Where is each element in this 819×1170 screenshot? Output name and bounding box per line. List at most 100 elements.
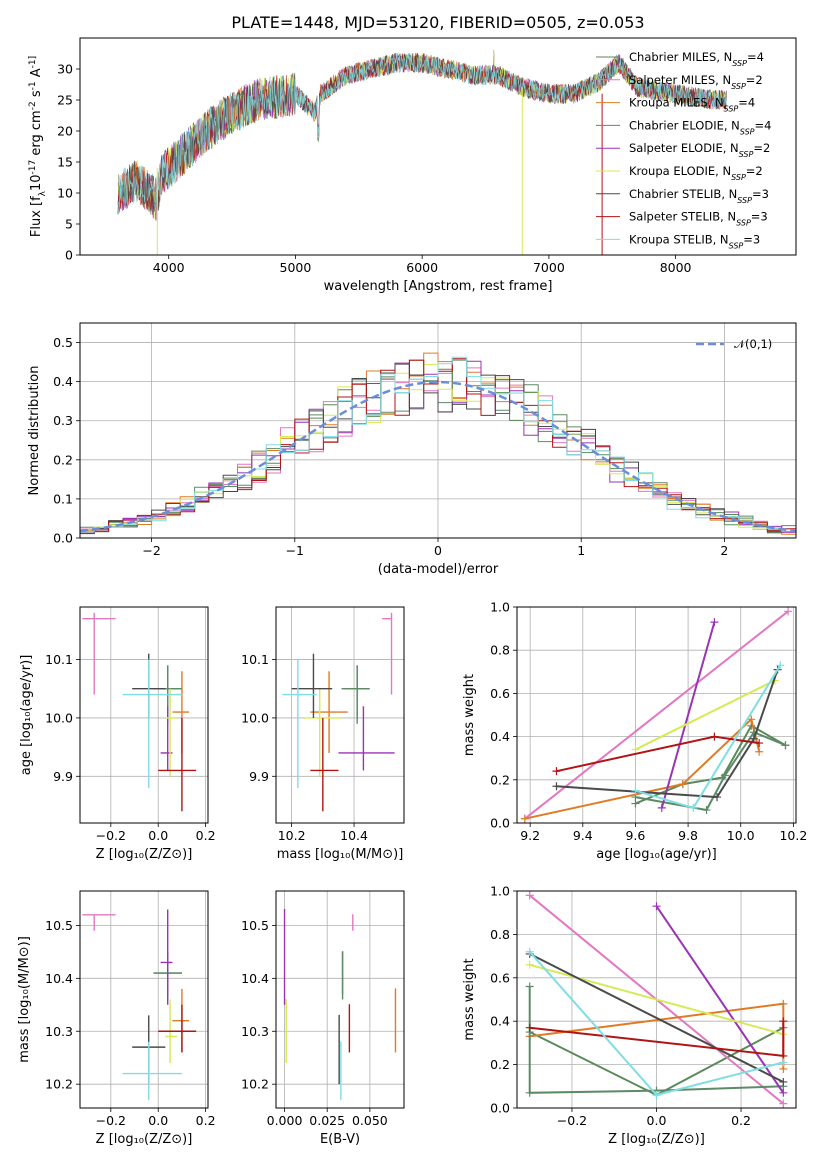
axes-frame (79, 37, 797, 256)
panel-spectrum: 4000 5000 6000 7000 8000 0 5 10 15 20 25 30 waveleng… (28, 37, 797, 294)
x-axis-label: wavelength [Angstrom, rest frame] (324, 279, 553, 294)
legend-label: Kroupa STELIB, NSSP=3 (629, 232, 760, 250)
weight-marker (755, 747, 764, 756)
x-axis-label: Z [log₁₀(Z/Z⊙)] (608, 1132, 705, 1147)
weight-marker (552, 767, 561, 776)
plot-area (525, 891, 788, 1108)
weight-marker (525, 947, 534, 956)
x-tick-label: 0.2 (196, 1113, 216, 1128)
x-tick-label: 0.0 (148, 1113, 168, 1128)
y-axis-label: Flux [fλ10-17 erg cm-2 s-1 A-1] (28, 56, 48, 237)
panel-massweight_vs_age: 9.2 9.4 9.6 9.8 10.0 10.2 0.0 0.2 0.4 0.6 0.8 1.0 ag… (462, 600, 807, 863)
x-tick-label: −0.2 (96, 828, 126, 843)
x-axis-label: E(B-V) (320, 1132, 360, 1147)
x-axis-label: age [log₁₀(age/yr)] (596, 847, 717, 862)
x-tick-label: 0.2 (196, 828, 216, 843)
x-tick-label: −2 (142, 543, 160, 558)
y-axis-label: age [log₁₀(age/yr)] (19, 655, 34, 776)
y-tick-label: 0.6 (490, 686, 510, 701)
x-tick-label: 1 (577, 543, 585, 558)
weight-marker (652, 902, 661, 911)
y-tick-label: 0.4 (490, 1014, 510, 1029)
legend-label: Kroupa MILES, NSSP=4 (629, 96, 755, 114)
x-tick-label: −0.2 (557, 1113, 587, 1128)
weight-marker (652, 1090, 661, 1099)
weight-marker (776, 661, 785, 670)
y-tick-label: 10.3 (45, 1024, 73, 1039)
weight-marker (779, 1077, 788, 1086)
legend-label: Salpeter MILES, NSSP=2 (629, 73, 763, 91)
plot-area (80, 352, 796, 535)
weight-line (529, 953, 784, 1083)
y-axis-label: mass weight (462, 958, 477, 1040)
normal-reference-curve (80, 380, 796, 533)
x-tick-label: 6000 (406, 260, 438, 275)
legend-label: Chabrier MILES, NSSP=4 (629, 50, 764, 68)
axes-frame (79, 322, 797, 539)
weight-marker (779, 999, 788, 1008)
x-tick-label: −1 (286, 543, 304, 558)
x-tick-label: 8000 (660, 260, 692, 275)
weight-line (634, 679, 776, 751)
y-tick-label: 10 (57, 186, 73, 201)
axes-frame (275, 606, 405, 824)
weight-marker (710, 732, 719, 741)
weight-marker (720, 771, 729, 780)
x-axis-label: Z [log₁₀(Z/Z⊙)] (96, 847, 193, 862)
x-tick-label: 5000 (280, 260, 312, 275)
weight-marker (631, 786, 640, 795)
weight-line (528, 986, 784, 1094)
x-tick-label: 10.2 (779, 828, 807, 843)
x-tick-label: 10.2 (278, 828, 306, 843)
plot-area (283, 908, 397, 1101)
y-tick-label: 10.2 (45, 1077, 73, 1092)
y-tick-label: 0.3 (53, 413, 73, 428)
x-tick-label: 2 (720, 543, 728, 558)
y-tick-label: 20 (57, 124, 73, 139)
residual-histogram (80, 356, 796, 533)
weight-marker (525, 960, 534, 969)
weight-marker (755, 739, 764, 748)
plot-area (82, 612, 197, 812)
panel-age_vs_mass: 10.2 10.4 9.9 10.0 10.1 mass [log₁₀(M/M⊙)] (241, 606, 405, 862)
y-tick-label: 0.2 (490, 1057, 510, 1072)
y-tick-label: 0.2 (53, 452, 73, 467)
weight-marker (657, 803, 666, 812)
panel-residuals: −2 −1 0 1 2 0.0 0.1 0.2 0.3 0.4 0.5 (data-model)/er… (27, 322, 797, 577)
x-tick-label: 0.2 (731, 1113, 751, 1128)
x-tick-label: 10.0 (727, 828, 755, 843)
weight-marker (779, 1017, 788, 1026)
y-tick-label: 10.3 (241, 1024, 269, 1039)
spectrum-legend: Chabrier MILES, NSSP=4 Salpeter MILES, NS… (596, 50, 771, 250)
weight-line (660, 621, 716, 809)
axes-frame (275, 890, 405, 1109)
x-tick-label: 10.4 (340, 828, 368, 843)
x-tick-label: 0.0 (148, 828, 168, 843)
x-tick-label: 0 (434, 543, 442, 558)
axes-frame (79, 890, 209, 1109)
weight-marker (525, 982, 534, 991)
weight-line (655, 905, 785, 1094)
weight-marker (678, 780, 687, 789)
x-tick-label: 0.050 (352, 1113, 388, 1128)
panel-mass_vs_Z: −0.2 0.0 0.2 10.2 10.3 10.4 10.5 Z [log₁₀(Z/Z⊙)… (17, 890, 216, 1147)
y-tick-label: 0.0 (490, 1101, 510, 1116)
weight-marker (525, 1023, 534, 1032)
weight-marker (779, 1099, 788, 1108)
legend-label: Chabrier STELIB, NSSP=3 (629, 187, 769, 205)
spectrum-line (117, 53, 727, 213)
weight-line (524, 610, 789, 820)
plot-area (82, 909, 197, 1101)
y-tick-label: 0.0 (53, 531, 73, 546)
figure-title: PLATE=1448, MJD=53120, FIBERID=0505, z=0… (231, 13, 644, 32)
y-tick-label: 10.1 (45, 652, 73, 667)
y-tick-label: 0.6 (490, 970, 510, 985)
legend-label: Chabrier ELODIE, NSSP=4 (629, 118, 771, 136)
panel-massweight_vs_Z: −0.2 0.0 0.2 0.0 0.2 0.4 0.6 0.8 1.0 Z [log₁₀(Z/Z… (462, 884, 797, 1147)
y-tick-label: 5 (65, 217, 73, 232)
y-tick-label: 9.9 (249, 769, 269, 784)
x-axis-label: (data-model)/error (378, 562, 499, 577)
x-tick-label: 0.000 (267, 1113, 303, 1128)
y-tick-label: 10.0 (45, 710, 73, 725)
y-tick-label: 15 (57, 155, 73, 170)
